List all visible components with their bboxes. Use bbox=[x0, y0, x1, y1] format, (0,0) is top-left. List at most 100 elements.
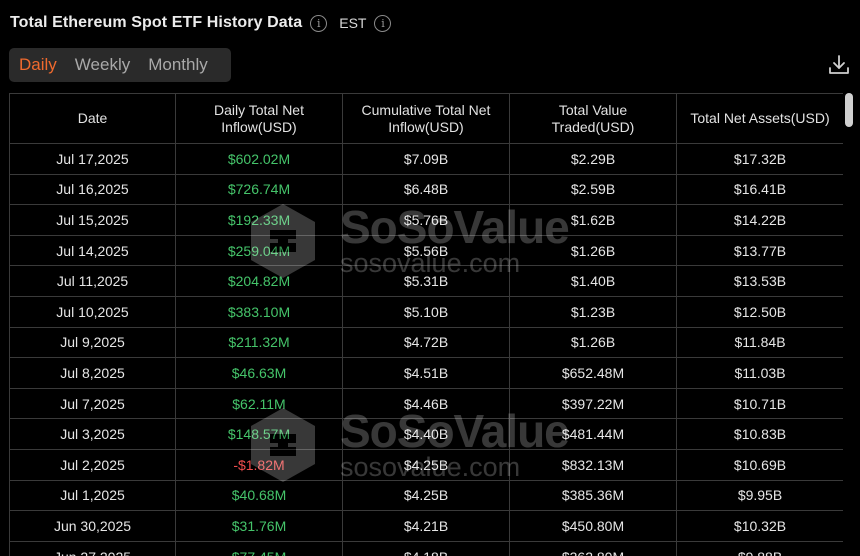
cell-cumulative-inflow: $5.10B bbox=[342, 295, 510, 328]
scrollbar-thumb[interactable] bbox=[845, 93, 853, 127]
cell-net-assets: $11.84B bbox=[676, 326, 843, 359]
cell-cumulative-inflow: $7.09B bbox=[342, 143, 510, 175]
cell-daily-inflow: $726.74M bbox=[175, 173, 343, 206]
cell-value-traded: $362.80M bbox=[509, 540, 677, 556]
cell-daily-inflow: $383.10M bbox=[175, 295, 343, 328]
table-row: Jul 2,2025 -$1.82M $4.25B $832.13M $10.69B bbox=[9, 448, 843, 481]
cell-date: Jul 11,2025 bbox=[9, 265, 176, 297]
cell-date: Jul 3,2025 bbox=[9, 418, 176, 450]
cell-value-traded: $1.40B bbox=[509, 265, 677, 297]
tab-daily[interactable]: Daily bbox=[19, 55, 57, 74]
cell-date: Jun 27,2025 bbox=[9, 540, 176, 556]
cell-value-traded: $397.22M bbox=[509, 387, 677, 420]
cell-cumulative-inflow: $4.72B bbox=[342, 326, 510, 359]
cell-cumulative-inflow: $4.46B bbox=[342, 387, 510, 420]
cell-value-traded: $1.26B bbox=[509, 326, 677, 359]
history-table: Date Daily Total Net Inflow(USD) Cumulat… bbox=[9, 93, 843, 556]
table-body: Jul 17,2025 $602.02M $7.09B $2.29B $17.32B Ju… bbox=[9, 143, 843, 556]
cell-date: Jul 10,2025 bbox=[9, 295, 176, 328]
cell-daily-inflow: $31.76M bbox=[175, 510, 343, 542]
cell-value-traded: $2.59B bbox=[509, 173, 677, 206]
cell-daily-inflow: $602.02M bbox=[175, 143, 343, 175]
cell-net-assets: $14.22B bbox=[676, 204, 843, 236]
cell-value-traded: $832.13M bbox=[509, 448, 677, 481]
cell-cumulative-inflow: $4.51B bbox=[342, 357, 510, 389]
timezone-info-icon[interactable]: i bbox=[374, 14, 392, 32]
table-row: Jul 11,2025 $204.82M $5.31B $1.40B $13.53B bbox=[9, 265, 843, 297]
cell-daily-inflow: $204.82M bbox=[175, 265, 343, 297]
cell-value-traded: $1.62B bbox=[509, 204, 677, 236]
cell-net-assets: $16.41B bbox=[676, 173, 843, 206]
table-row: Jul 7,2025 $62.11M $4.46B $397.22M $10.71B bbox=[9, 387, 843, 420]
period-tabs: Daily Weekly Monthly bbox=[9, 48, 231, 82]
page-title: Total Ethereum Spot ETF History Data bbox=[10, 14, 303, 31]
cell-net-assets: $17.32B bbox=[676, 143, 843, 175]
cell-daily-inflow: $40.68M bbox=[175, 479, 343, 512]
table-row: Jul 10,2025 $383.10M $5.10B $1.23B $12.50B bbox=[9, 295, 843, 328]
cell-daily-inflow: $62.11M bbox=[175, 387, 343, 420]
cell-date: Jul 14,2025 bbox=[9, 234, 176, 267]
table-row: Jul 8,2025 $46.63M $4.51B $652.48M $11.03B bbox=[9, 357, 843, 389]
column-header-net-assets[interactable]: Total Net Assets(USD) bbox=[676, 93, 843, 144]
cell-value-traded: $652.48M bbox=[509, 357, 677, 389]
cell-net-assets: $10.32B bbox=[676, 510, 843, 542]
cell-daily-inflow: -$1.82M bbox=[175, 448, 343, 481]
cell-daily-inflow: $259.04M bbox=[175, 234, 343, 267]
cell-net-assets: $10.69B bbox=[676, 448, 843, 481]
cell-date: Jul 15,2025 bbox=[9, 204, 176, 236]
column-header-cumulative-inflow[interactable]: Cumulative Total Net Inflow(USD) bbox=[342, 93, 510, 144]
cell-net-assets: $9.88B bbox=[676, 540, 843, 556]
cell-cumulative-inflow: $5.76B bbox=[342, 204, 510, 236]
cell-net-assets: $13.77B bbox=[676, 234, 843, 267]
cell-cumulative-inflow: $4.25B bbox=[342, 479, 510, 512]
cell-date: Jul 1,2025 bbox=[9, 479, 176, 512]
column-header-daily-inflow[interactable]: Daily Total Net Inflow(USD) bbox=[175, 93, 343, 144]
tab-weekly[interactable]: Weekly bbox=[74, 55, 131, 74]
cell-value-traded: $450.80M bbox=[509, 510, 677, 542]
cell-net-assets: $9.95B bbox=[676, 479, 843, 512]
cell-cumulative-inflow: $5.56B bbox=[342, 234, 510, 267]
table-row: Jul 9,2025 $211.32M $4.72B $1.26B $11.84B bbox=[9, 326, 843, 359]
page-header: Total Ethereum Spot ETF History Data i E… bbox=[10, 10, 392, 36]
column-header-date[interactable]: Date bbox=[9, 93, 176, 144]
timezone-label: EST bbox=[339, 15, 367, 31]
info-icon[interactable]: i bbox=[310, 14, 328, 32]
cell-cumulative-inflow: $6.48B bbox=[342, 173, 510, 206]
cell-date: Jul 8,2025 bbox=[9, 357, 176, 389]
table-row: Jun 30,2025 $31.76M $4.21B $450.80M $10.32B bbox=[9, 510, 843, 542]
table-scrollbar[interactable] bbox=[845, 93, 853, 556]
cell-value-traded: $385.36M bbox=[509, 479, 677, 512]
cell-net-assets: $12.50B bbox=[676, 295, 843, 328]
cell-cumulative-inflow: $4.25B bbox=[342, 448, 510, 481]
table-row: Jul 14,2025 $259.04M $5.56B $1.26B $13.77B bbox=[9, 234, 843, 267]
cell-daily-inflow: $46.63M bbox=[175, 357, 343, 389]
cell-net-assets: $13.53B bbox=[676, 265, 843, 297]
table-header-row: Date Daily Total Net Inflow(USD) Cumulat… bbox=[9, 93, 843, 144]
table-row: Jun 27,2025$77.45M$4.18B$362.80M$9.88B bbox=[9, 540, 843, 556]
table-row: Jul 15,2025 $192.33M $5.76B $1.62B $14.22B bbox=[9, 204, 843, 236]
cell-cumulative-inflow: $4.18B bbox=[342, 540, 510, 556]
column-header-value-traded[interactable]: Total Value Traded(USD) bbox=[509, 93, 677, 144]
cell-cumulative-inflow: $5.31B bbox=[342, 265, 510, 297]
cell-cumulative-inflow: $4.21B bbox=[342, 510, 510, 542]
download-icon[interactable] bbox=[827, 53, 851, 77]
cell-date: Jul 17,2025 bbox=[9, 143, 176, 175]
cell-date: Jun 30,2025 bbox=[9, 510, 176, 542]
cell-date: Jul 16,2025 bbox=[9, 173, 176, 206]
table-row: Jul 1,2025 $40.68M $4.25B $385.36M $9.95B bbox=[9, 479, 843, 512]
cell-date: Jul 9,2025 bbox=[9, 326, 176, 359]
tab-monthly[interactable]: Monthly bbox=[148, 55, 208, 74]
cell-value-traded: $1.26B bbox=[509, 234, 677, 267]
cell-net-assets: $10.83B bbox=[676, 418, 843, 450]
cell-daily-inflow: $148.57M bbox=[175, 418, 343, 450]
table-row: Jul 17,2025 $602.02M $7.09B $2.29B $17.32B bbox=[9, 143, 843, 175]
cell-value-traded: $2.29B bbox=[509, 143, 677, 175]
cell-date: Jul 2,2025 bbox=[9, 448, 176, 481]
table-row: Jul 16,2025 $726.74M $6.48B $2.59B $16.41B bbox=[9, 173, 843, 206]
history-table-container: Date Daily Total Net Inflow(USD) Cumulat… bbox=[9, 93, 843, 556]
cell-value-traded: $481.44M bbox=[509, 418, 677, 450]
cell-date: Jul 7,2025 bbox=[9, 387, 176, 420]
cell-daily-inflow: $211.32M bbox=[175, 326, 343, 359]
cell-daily-inflow: $192.33M bbox=[175, 204, 343, 236]
cell-net-assets: $10.71B bbox=[676, 387, 843, 420]
